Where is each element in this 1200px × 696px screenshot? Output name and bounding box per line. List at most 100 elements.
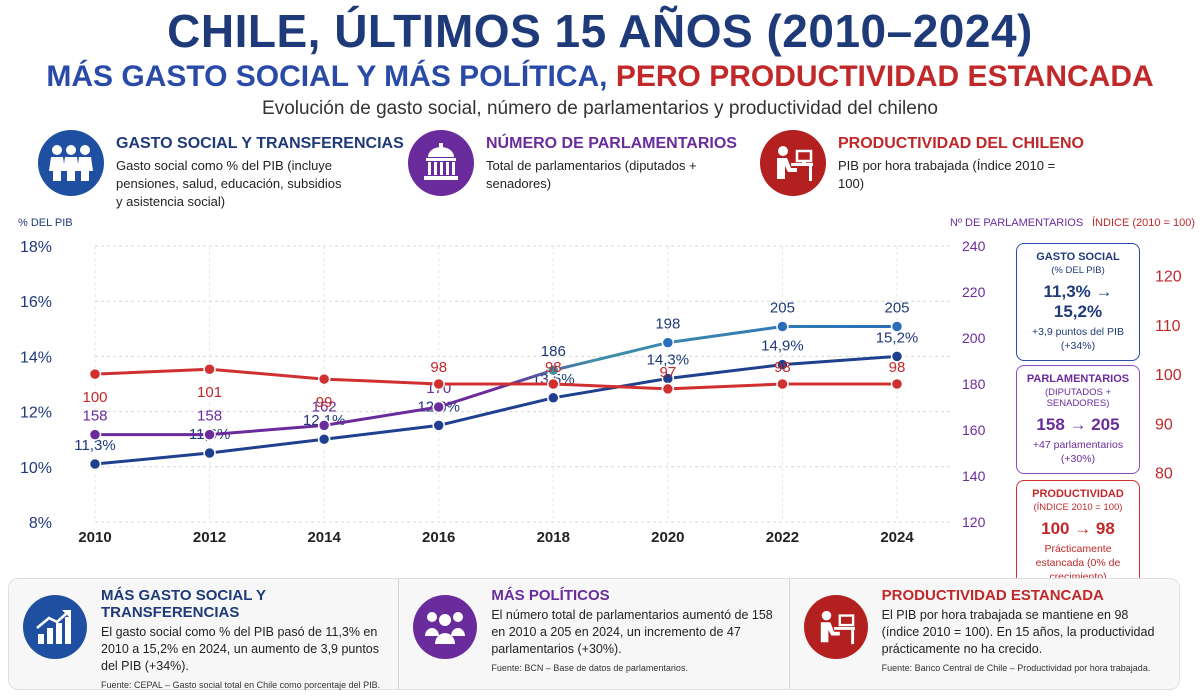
data-label: 198 xyxy=(655,316,680,333)
data-point xyxy=(890,377,904,391)
data-label: 98 xyxy=(545,359,562,376)
sidecard-productividad: PRODUCTIVIDAD (ÍNDICE 2010 = 100) 100 → … xyxy=(1016,480,1140,592)
left-tick-label: 18% xyxy=(20,239,52,256)
summary-source: Fuente: CEPAL – Gasto social total en Ch… xyxy=(101,680,381,690)
sidecard-gasto-social: GASTO SOCIAL (% DEL PIB) 11,3% → 15,2% +… xyxy=(1016,243,1140,361)
right-1-tick-label: 180 xyxy=(962,376,986,392)
x-tick-label: 2014 xyxy=(307,529,341,546)
group-icon xyxy=(413,595,478,659)
data-label: 205 xyxy=(884,300,909,317)
right-1-tick-label: 240 xyxy=(962,238,986,254)
data-label: 205 xyxy=(770,300,795,317)
right-2-tick-label: 110 xyxy=(1155,318,1181,335)
kpi-parlamentarios: NÚMERO DE PARLAMENTARIOS Total de parlam… xyxy=(408,130,737,196)
data-point xyxy=(661,382,675,396)
data-point xyxy=(432,377,445,391)
data-point xyxy=(547,391,560,405)
page-title: CHILE, ÚLTIMOS 15 AÑOS (2010–2024) xyxy=(167,5,1033,57)
kpi-title: GASTO SOCIAL Y TRANSFERENCIAS xyxy=(116,135,404,152)
growth-chart-icon xyxy=(23,595,87,659)
summary-productividad: PRODUCTIVIDAD ESTANCADA El PIB por hora … xyxy=(788,579,1179,689)
right-1-tick-label: 160 xyxy=(962,422,986,438)
data-point xyxy=(317,372,331,386)
x-tick-label: 2016 xyxy=(422,529,455,546)
parliament-icon xyxy=(408,130,474,196)
data-point xyxy=(88,428,102,441)
left-tick-label: 12% xyxy=(20,405,52,422)
data-point xyxy=(203,428,216,441)
data-point xyxy=(776,377,789,391)
data-point xyxy=(317,419,331,432)
right-2-tick-label: 80 xyxy=(1155,466,1173,483)
sidecard-big: 100 → 98 xyxy=(1041,519,1115,538)
summary-title: MÁS GASTO SOCIAL Y TRANSFERENCIAS xyxy=(101,587,266,621)
summary-title: PRODUCTIVIDAD ESTANCADA xyxy=(881,587,1104,604)
worker-at-desk-icon xyxy=(803,595,868,659)
summary-title: MÁS POLÍTICOS xyxy=(491,587,610,604)
kpi-title: PRODUCTIVIDAD DEL CHILENO xyxy=(838,135,1084,152)
data-point xyxy=(661,336,675,349)
summary-source: Fuente: Banco Central de Chile – Product… xyxy=(881,663,1151,673)
tagline: Evolución de gasto social, número de par… xyxy=(262,98,938,119)
sidecard-title: GASTO SOCIAL xyxy=(1036,251,1120,263)
right-1-tick-label: 140 xyxy=(962,468,986,484)
bottom-summary: MÁS GASTO SOCIAL Y TRANSFERENCIAS El gas… xyxy=(8,578,1180,690)
left-tick-label: 8% xyxy=(29,515,52,532)
x-tick-label: 2018 xyxy=(537,529,570,546)
data-label: 11,3% xyxy=(74,437,115,454)
data-point xyxy=(203,446,216,460)
data-point xyxy=(317,432,331,446)
data-label: 14,9% xyxy=(761,338,804,355)
subtitle-blue: MÁS GASTO SOCIAL Y MÁS POLÍTICA, xyxy=(46,60,608,93)
data-label: 100 xyxy=(82,389,107,406)
data-label: 98 xyxy=(430,359,447,376)
summary-desc: El PIB por hora trabajada se mantiene en… xyxy=(881,608,1155,656)
kpi-desc: Total de parlamentarios (diputados + sen… xyxy=(486,158,697,191)
left-tick-label: 10% xyxy=(20,460,52,477)
data-point xyxy=(547,377,560,391)
left-axis-label: % DEL PIB xyxy=(18,217,73,229)
x-tick-label: 2022 xyxy=(766,529,799,546)
sidecard-note: +47 parlamentarios (+30%) xyxy=(1032,439,1124,465)
sidecard-sub: (DIPUTADOS + SENADORES) xyxy=(1044,387,1112,409)
subtitle-red: PERO PRODUCTIVIDAD ESTANCADA xyxy=(615,60,1154,93)
data-point xyxy=(890,350,904,363)
data-point xyxy=(432,400,445,414)
data-label: 158 xyxy=(197,408,222,425)
x-tick-label: 2024 xyxy=(880,529,914,546)
summary-source: Fuente: BCN – Base de datos de parlament… xyxy=(491,663,688,673)
kpi-productividad: PRODUCTIVIDAD DEL CHILENO PIB por hora t… xyxy=(760,130,1084,196)
x-tick-label: 2010 xyxy=(78,529,111,546)
data-point xyxy=(890,320,904,333)
data-label: 14,3% xyxy=(647,351,690,368)
summary-desc: El gasto social como % del PIB pasó de 1… xyxy=(101,625,380,673)
data-label: 98 xyxy=(774,359,791,376)
x-tick-label: 2020 xyxy=(651,529,684,546)
kpi-desc: PIB por hora trabajada (Índice 2010 = 10… xyxy=(838,158,1056,191)
sidecard-title: PRODUCTIVIDAD xyxy=(1032,488,1124,500)
data-point xyxy=(547,363,560,377)
data-label: 162 xyxy=(312,398,337,415)
data-label: 99 xyxy=(316,394,333,411)
summary-desc: El número total de parlamentarios aument… xyxy=(491,608,773,656)
kpi-title: NÚMERO DE PARLAMENTARIOS xyxy=(486,135,737,152)
sidecard-big: 158 → 205 xyxy=(1036,415,1120,434)
summary-politicos: MÁS POLÍTICOS El número total de parlame… xyxy=(398,579,788,689)
data-point xyxy=(776,358,789,371)
series-line-0 xyxy=(94,354,898,466)
data-label: 97 xyxy=(660,364,677,381)
right-1-tick-label: 220 xyxy=(962,284,986,300)
right-axis-1-label: Nº DE PARLAMENTARIOS xyxy=(950,217,1083,229)
right-axis-2-label: ÍNDICE (2010 = 100) xyxy=(1092,216,1195,229)
data-point xyxy=(776,320,789,333)
data-point xyxy=(88,457,102,471)
kpi-desc: Gasto social como % del PIB (incluye pen… xyxy=(116,158,342,209)
right-1-tick-label: 200 xyxy=(962,330,986,346)
right-2-tick-label: 120 xyxy=(1155,269,1182,286)
sidecard-sub: (% DEL PIB) xyxy=(1051,265,1105,276)
people-icon xyxy=(38,130,104,196)
data-point xyxy=(432,419,445,432)
x-tick-label: 2012 xyxy=(193,529,226,546)
kpi-gasto-social: GASTO SOCIAL Y TRANSFERENCIAS Gasto soci… xyxy=(38,130,404,211)
left-tick-label: 14% xyxy=(20,349,52,366)
